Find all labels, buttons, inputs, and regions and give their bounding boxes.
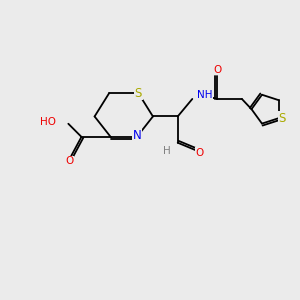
Text: S: S (135, 87, 142, 100)
Text: O: O (66, 156, 74, 166)
Text: O: O (213, 65, 221, 75)
Text: HO: HO (40, 117, 56, 127)
Text: O: O (196, 148, 204, 158)
Text: NH: NH (197, 91, 212, 100)
Text: H: H (163, 146, 170, 157)
Text: S: S (278, 112, 286, 124)
Text: N: N (133, 129, 141, 142)
